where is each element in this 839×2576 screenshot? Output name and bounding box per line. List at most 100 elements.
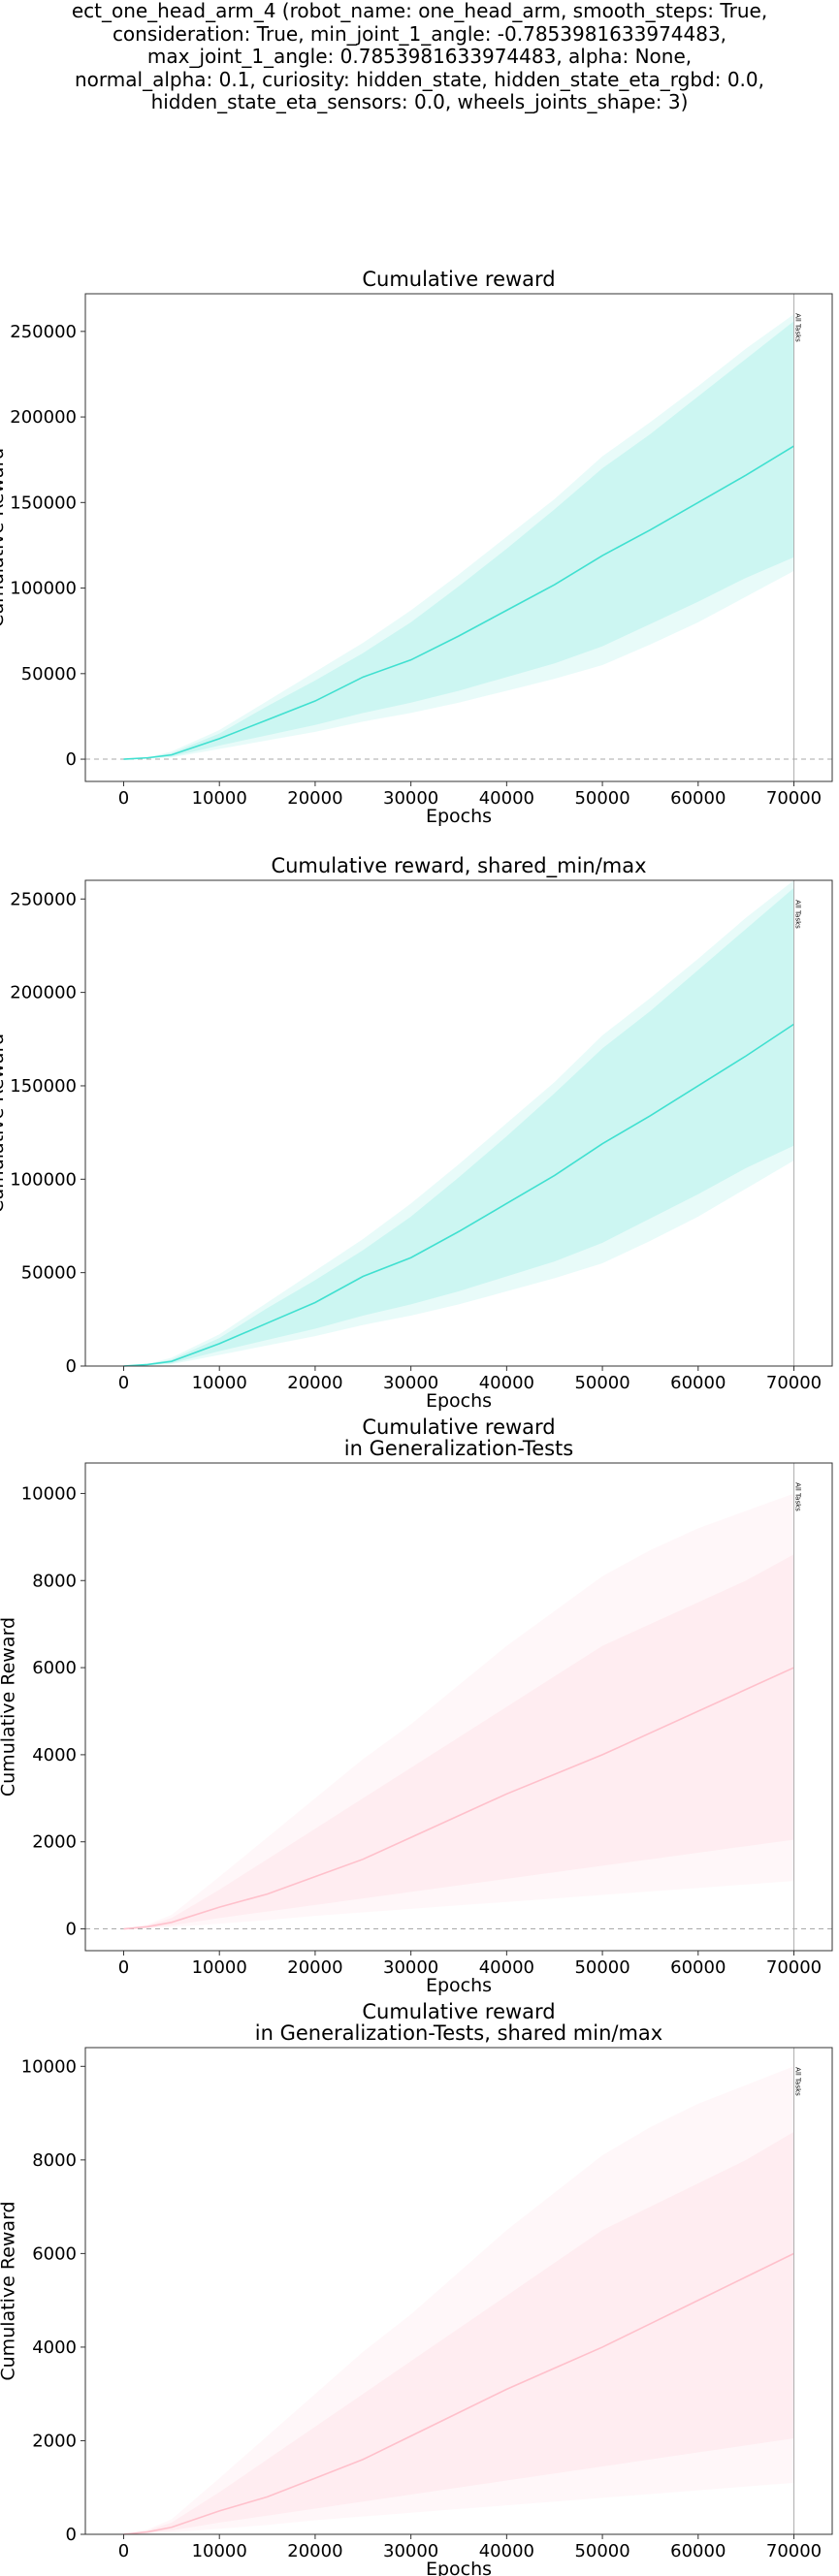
y-tick-label: 0 xyxy=(66,749,77,770)
y-tick-label: 8000 xyxy=(32,2150,77,2171)
y-tick-label: 150000 xyxy=(10,1076,77,1097)
y-axis-label: Cumulative Reward xyxy=(0,1034,8,1213)
inner-range-band xyxy=(123,321,794,760)
inner-range-band xyxy=(123,2131,794,2534)
header-line: ect_one_head_arm_4 (robot_name: one_head… xyxy=(71,0,768,22)
x-tick-label: 10000 xyxy=(192,2541,247,2561)
x-tick-label: 40000 xyxy=(479,788,534,809)
y-tick-label: 200000 xyxy=(10,983,77,1003)
y-tick-label: 0 xyxy=(66,2525,77,2545)
x-tick-label: 20000 xyxy=(287,788,342,809)
all-tasks-marker-label: All Tasks xyxy=(794,2067,802,2096)
y-tick-label: 0 xyxy=(66,1356,77,1377)
header-line: max_joint_1_angle: 0.7853981633974483, a… xyxy=(146,45,693,68)
x-tick-label: 30000 xyxy=(383,1373,438,1393)
y-tick-label: 50000 xyxy=(21,664,77,684)
mean-line xyxy=(123,1023,794,1367)
mean-line xyxy=(123,1667,794,1930)
inner-range-band xyxy=(123,887,794,1366)
x-tick-label: 10000 xyxy=(192,1373,247,1393)
mean-line xyxy=(123,445,794,760)
x-tick-label: 70000 xyxy=(766,2541,822,2561)
x-tick-label: 10000 xyxy=(192,788,247,809)
x-axis-label: Epochs xyxy=(426,1975,492,1996)
y-tick-label: 250000 xyxy=(10,322,77,342)
chart-1: Cumulative reward All Tasks 0 10000 20000 300… xyxy=(0,268,833,827)
y-tick-label: 2000 xyxy=(32,1832,77,1853)
chart-title: Cumulative reward, shared_min/max xyxy=(271,854,646,878)
y-tick-label: 10000 xyxy=(21,2056,77,2077)
y-tick-label: 0 xyxy=(66,1920,77,1940)
y-axis-label: Cumulative Reward xyxy=(0,2201,19,2380)
x-tick-label: 60000 xyxy=(670,1957,726,1978)
x-tick-label: 20000 xyxy=(287,2541,342,2561)
header-line: consideration: True, min_joint_1_angle: … xyxy=(112,21,727,46)
x-tick-label: 20000 xyxy=(287,1373,342,1393)
x-tick-label: 70000 xyxy=(766,1373,822,1393)
y-tick-label: 6000 xyxy=(32,1658,77,1678)
all-tasks-marker-label: All Tasks xyxy=(794,313,802,342)
all-tasks-marker-label: All Tasks xyxy=(794,1482,802,1511)
y-tick-label: 100000 xyxy=(10,579,77,599)
x-axis-label: Epochs xyxy=(426,806,492,827)
x-axis-label: Epochs xyxy=(426,1390,492,1412)
x-tick-label: 20000 xyxy=(287,1957,342,1978)
figure-header: ect_one_head_arm_4 (robot_name: one_head… xyxy=(0,0,839,114)
x-tick-label: 70000 xyxy=(766,1957,822,1978)
header-line: hidden_state_eta_sensors: 0.0, wheels_jo… xyxy=(150,90,689,113)
x-axis-label: Epochs xyxy=(426,2559,492,2576)
outer-range-band xyxy=(123,1493,794,1929)
x-tick-label: 30000 xyxy=(383,2541,438,2561)
chart-title: in Generalization-Tests, shared min/max xyxy=(255,2021,662,2045)
x-tick-label: 30000 xyxy=(383,788,438,809)
x-tick-label: 70000 xyxy=(766,788,822,809)
inner-range-band xyxy=(123,1554,794,1929)
y-tick-label: 50000 xyxy=(21,1263,77,1284)
mean-line xyxy=(123,2252,794,2535)
plot-frame xyxy=(84,2047,833,2535)
plot-frame xyxy=(84,879,833,1367)
x-tick-label: 60000 xyxy=(670,2541,726,2561)
x-tick-label: 10000 xyxy=(192,1957,247,1978)
x-tick-label: 0 xyxy=(118,1957,129,1978)
y-tick-label: 100000 xyxy=(10,1169,77,1190)
y-tick-label: 8000 xyxy=(32,1571,77,1591)
x-tick-label: 0 xyxy=(118,2541,129,2561)
x-tick-label: 50000 xyxy=(574,2541,629,2561)
chart-title: Cumulative reward xyxy=(362,268,555,291)
outer-range-band xyxy=(123,314,794,760)
plot-frame xyxy=(84,1462,833,1952)
chart-title: Cumulative reward xyxy=(362,2000,555,2023)
y-axis-label: Cumulative Reward xyxy=(0,1617,19,1797)
chart-title: Cumulative reward xyxy=(362,1415,555,1439)
x-tick-label: 30000 xyxy=(383,1957,438,1978)
chart-2: Cumulative reward, shared_min/max All Tas… xyxy=(0,854,833,1412)
y-tick-label: 6000 xyxy=(32,2243,77,2264)
x-tick-label: 0 xyxy=(118,1373,129,1393)
x-tick-label: 50000 xyxy=(574,1957,629,1978)
y-tick-label: 10000 xyxy=(21,1483,77,1504)
x-tick-label: 0 xyxy=(118,788,129,809)
outer-range-band xyxy=(123,2066,794,2534)
header-line: normal_alpha: 0.1, curiosity: hidden_sta… xyxy=(75,67,764,91)
x-tick-label: 40000 xyxy=(479,1957,534,1978)
y-tick-label: 150000 xyxy=(10,493,77,513)
y-axis-label: Cumulative Reward xyxy=(0,448,8,627)
x-tick-label: 60000 xyxy=(670,1373,726,1393)
x-tick-label: 40000 xyxy=(479,2541,534,2561)
y-tick-label: 4000 xyxy=(32,1745,77,1765)
x-tick-label: 50000 xyxy=(574,788,629,809)
x-tick-label: 50000 xyxy=(574,1373,629,1393)
y-tick-label: 4000 xyxy=(32,2337,77,2358)
plot-frame xyxy=(84,293,833,782)
outer-range-band xyxy=(123,880,794,1366)
x-tick-label: 40000 xyxy=(479,1373,534,1393)
y-tick-label: 200000 xyxy=(10,407,77,428)
chart-title: in Generalization-Tests xyxy=(344,1437,573,1460)
all-tasks-marker-label: All Tasks xyxy=(794,900,802,929)
x-tick-label: 60000 xyxy=(670,788,726,809)
y-tick-label: 2000 xyxy=(32,2431,77,2451)
